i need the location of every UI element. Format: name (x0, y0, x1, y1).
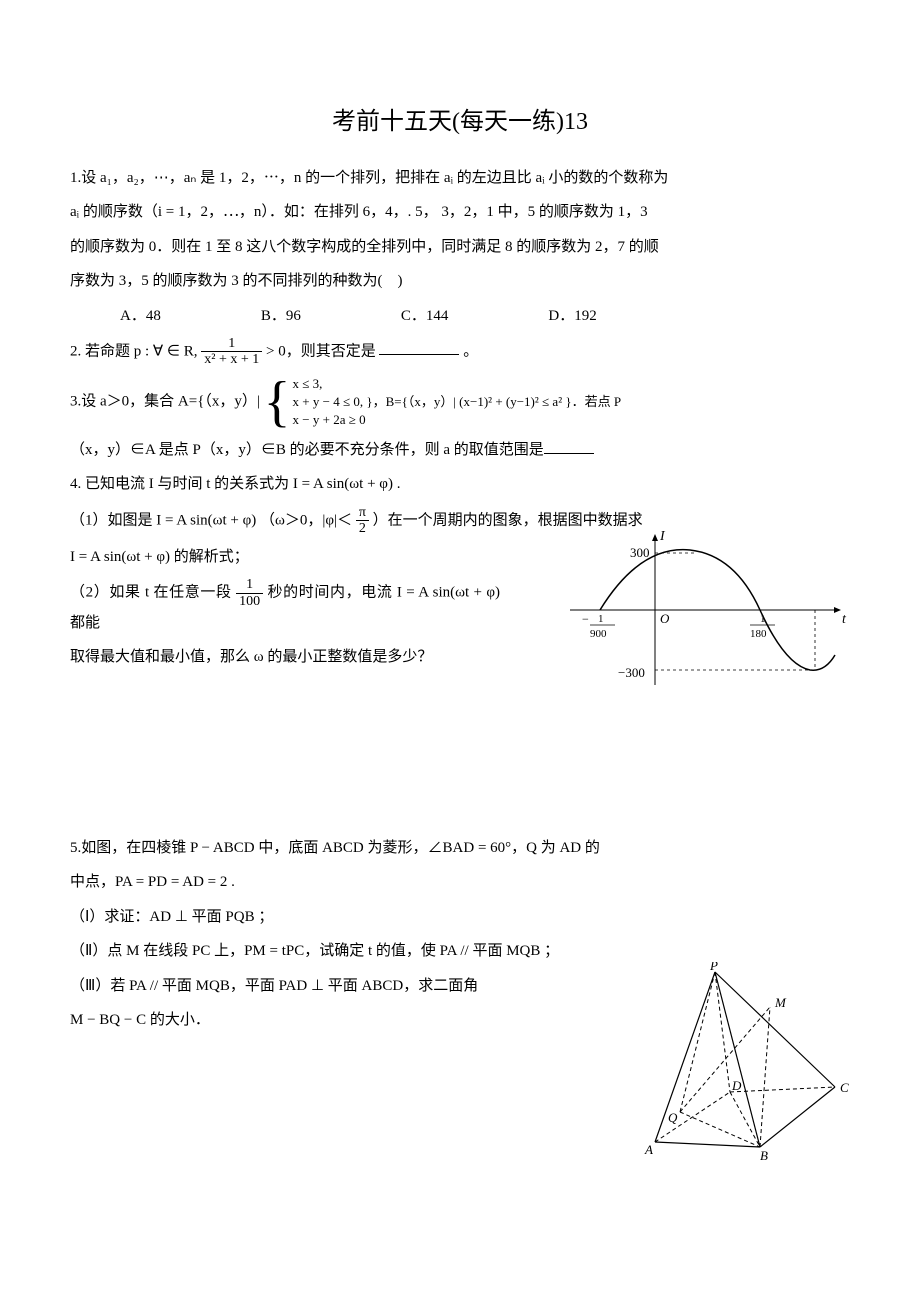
q3-c2: x + y − 4 ≤ 0, }，B={（x，y）| (x−1)² + (y−1… (293, 394, 622, 409)
lbl-P: P (709, 962, 718, 973)
q4-p2: （2）如果 t 在任意一段 1 100 秒的时间内，电流 I = A sin(ω… (70, 577, 500, 637)
q5-p1: （Ⅰ）求证：AD ⊥ 平面 PQB ； (70, 903, 850, 932)
q5-line1a: 5.如图，在四棱锥 P − ABCD 中，底面 ABCD 为菱形，∠BAD = … (70, 834, 850, 863)
graph-t-label: t (842, 612, 847, 627)
pyramid-graph: P M C B A Q D (620, 962, 850, 1162)
q5-p3b: M − BQ − C 的大小． (70, 1006, 590, 1035)
q1-optC: C．144 (401, 302, 449, 331)
q4-line1: 4. 已知电流 I 与时间 t 的关系式为 I = A sin(ωt + φ) … (70, 470, 850, 499)
svg-text:−: − (582, 612, 589, 626)
page-title: 考前十五天(每天一练)13 (70, 100, 850, 146)
q2-den: x² + x + 1 (201, 352, 262, 367)
q3-blank (544, 438, 594, 454)
q3-brace: { x ≤ 3, x + y − 4 ≤ 0, }，B={（x，y）| (x−1… (264, 374, 621, 430)
q1-line4: 序数为 3，5 的顺序数为 3 的不同排列的种数为( ) (70, 267, 850, 296)
q3-c3: x − y + 2a ≥ 0 (293, 412, 366, 427)
graph-y-top: 300 (630, 545, 650, 560)
q2-frac: 1 x² + x + 1 (201, 336, 262, 368)
q5-p3a: （Ⅲ）若 PA // 平面 MQB，平面 PAD ⊥ 平面 ABCD，求二面角 (70, 972, 590, 1001)
q1-optB: B．96 (261, 302, 301, 331)
q5-line1b: 中点，PA = PD = AD = 2 . (70, 868, 850, 897)
q1-line2: aᵢ 的顺序数（i = 1，2，⋯，n）．如：在排列 6，4，. 5， 3，2，… (70, 198, 850, 227)
q3-line2: （x，y）∈A 是点 P（x，y）∈B 的必要不充分条件，则 a 的取值范围是 (70, 436, 850, 465)
q4-p2c: 取得最大值和最小值，那么 ω 的最小正整数值是多少？ (70, 643, 500, 672)
q1-line1: 1.设 a₁，a₂，⋯，aₙ 是 1，2，⋯，n 的一个排列，把排在 aᵢ 的左… (70, 164, 850, 193)
lbl-M: M (774, 995, 787, 1010)
q1-options: A．48 B．96 C．144 D．192 (120, 302, 850, 331)
graph-O-label: O (660, 611, 670, 626)
lbl-C: C (840, 1080, 849, 1095)
lbl-D: D (731, 1078, 742, 1093)
lbl-Q: Q (668, 1110, 678, 1125)
svg-text:900: 900 (590, 628, 607, 640)
q4-p2-frac: 1 100 (236, 577, 263, 609)
lbl-A: A (644, 1142, 653, 1157)
sine-graph: 300 −300 I t O − 1 900 1 180 (560, 525, 850, 695)
brace-icon: { (264, 374, 291, 430)
q3-line1: 3.设 a＞0，集合 A={（x，y）| { x ≤ 3, x + y − 4 … (70, 374, 850, 430)
svg-text:1: 1 (598, 613, 604, 625)
q2-prefix: 2. 若命题 p : ∀ ∈ R, (70, 343, 201, 359)
q2-blank (379, 339, 459, 355)
q3-prefix: 3.设 a＞0，集合 A={（x，y）| (70, 393, 264, 409)
q1-line3: 的顺序数为 0．则在 1 至 8 这八个数字构成的全排列中，同时满足 8 的顺序… (70, 233, 850, 262)
q1-optA: A．48 (120, 302, 161, 331)
lbl-B: B (760, 1148, 768, 1162)
q2-end: 。 (463, 343, 478, 359)
q3-c1: x ≤ 3, (293, 376, 323, 391)
q1-optD: D．192 (548, 302, 596, 331)
q2-num: 1 (201, 336, 262, 352)
q4-p1-frac: π 2 (356, 505, 369, 537)
svg-text:1: 1 (760, 613, 766, 625)
q2: 2. 若命题 p : ∀ ∈ R, 1 x² + x + 1 > 0，则其否定是… (70, 336, 850, 368)
svg-text:180: 180 (750, 628, 767, 640)
graph-y-bot: −300 (618, 665, 645, 680)
q2-suffix: > 0，则其否定是 (266, 343, 376, 359)
graph-I-label: I (659, 529, 666, 544)
